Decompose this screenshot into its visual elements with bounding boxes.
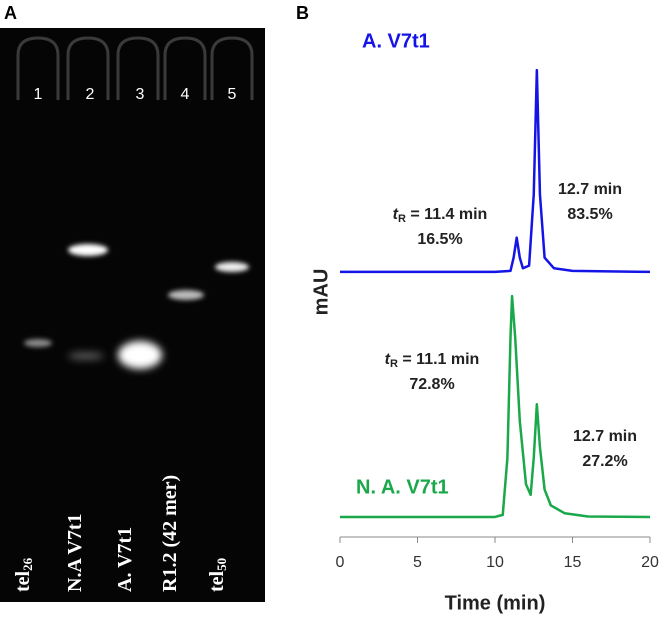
lane-name: tel bbox=[12, 570, 34, 592]
lane-label: R1.2 (42 mer) bbox=[159, 475, 181, 592]
annotation-rest: 12.7 min bbox=[573, 428, 637, 445]
gel-bands bbox=[24, 244, 249, 369]
annotation-sub: R bbox=[398, 213, 406, 225]
x-tick-label: 0 bbox=[336, 554, 345, 571]
annotation-area: 16.5% bbox=[417, 231, 462, 248]
lane-label: A. V7t1 bbox=[114, 527, 136, 592]
annotation-rest: 12.7 min bbox=[558, 181, 622, 198]
annotation-rest: = 11.4 min bbox=[406, 206, 487, 223]
annotation-time: tR = 11.4 min bbox=[393, 206, 488, 225]
annotation-area: 83.5% bbox=[567, 206, 612, 223]
lane-number: 3 bbox=[136, 86, 145, 103]
gel-image bbox=[0, 28, 265, 602]
x-tick-label: 15 bbox=[564, 554, 582, 571]
annotation-t: t bbox=[393, 206, 399, 223]
annotation-time: 12.7 min bbox=[558, 181, 622, 198]
series-line bbox=[340, 68, 651, 274]
annotation-area: 72.8% bbox=[409, 376, 454, 393]
lane-number: 1 bbox=[34, 86, 43, 103]
x-tick-label: 20 bbox=[641, 554, 659, 571]
legend-label: N. A. V7t1 bbox=[356, 476, 449, 498]
legend-label: A. V7t1 bbox=[362, 30, 430, 52]
y-axis-title: mAU bbox=[310, 269, 332, 316]
lane-number: 4 bbox=[181, 86, 190, 103]
lane-name: A. V7t1 bbox=[114, 527, 136, 592]
lane-label: N.A V7t1 bbox=[64, 513, 86, 592]
lane-name: N.A V7t1 bbox=[64, 513, 86, 592]
lane-name: R1.2 (42 mer) bbox=[159, 475, 181, 592]
annotation-t: t bbox=[385, 351, 391, 368]
lane-name: tel bbox=[206, 570, 228, 592]
annotation-area: 27.2% bbox=[582, 453, 627, 470]
annotation-rest: = 11.1 min bbox=[398, 351, 479, 368]
annotation-time: 12.7 min bbox=[573, 428, 637, 445]
series-line bbox=[340, 294, 651, 519]
gel-wells bbox=[16, 36, 254, 100]
annotation-time: tR = 11.1 min bbox=[385, 351, 480, 370]
annotation-sub: R bbox=[390, 358, 398, 370]
x-tick-label: 5 bbox=[413, 554, 422, 571]
panel-label: B bbox=[296, 3, 309, 23]
x-tick-label: 10 bbox=[486, 554, 504, 571]
lane-label: tel26 bbox=[12, 557, 35, 592]
lane-number: 2 bbox=[86, 86, 95, 103]
panel-label: A bbox=[4, 3, 17, 23]
lane-subscript: 50 bbox=[214, 558, 229, 571]
lane-number: 5 bbox=[228, 86, 237, 103]
lane-label: tel50 bbox=[206, 558, 229, 592]
lane-subscript: 26 bbox=[20, 557, 35, 571]
x-axis-title: Time (min) bbox=[445, 592, 546, 614]
